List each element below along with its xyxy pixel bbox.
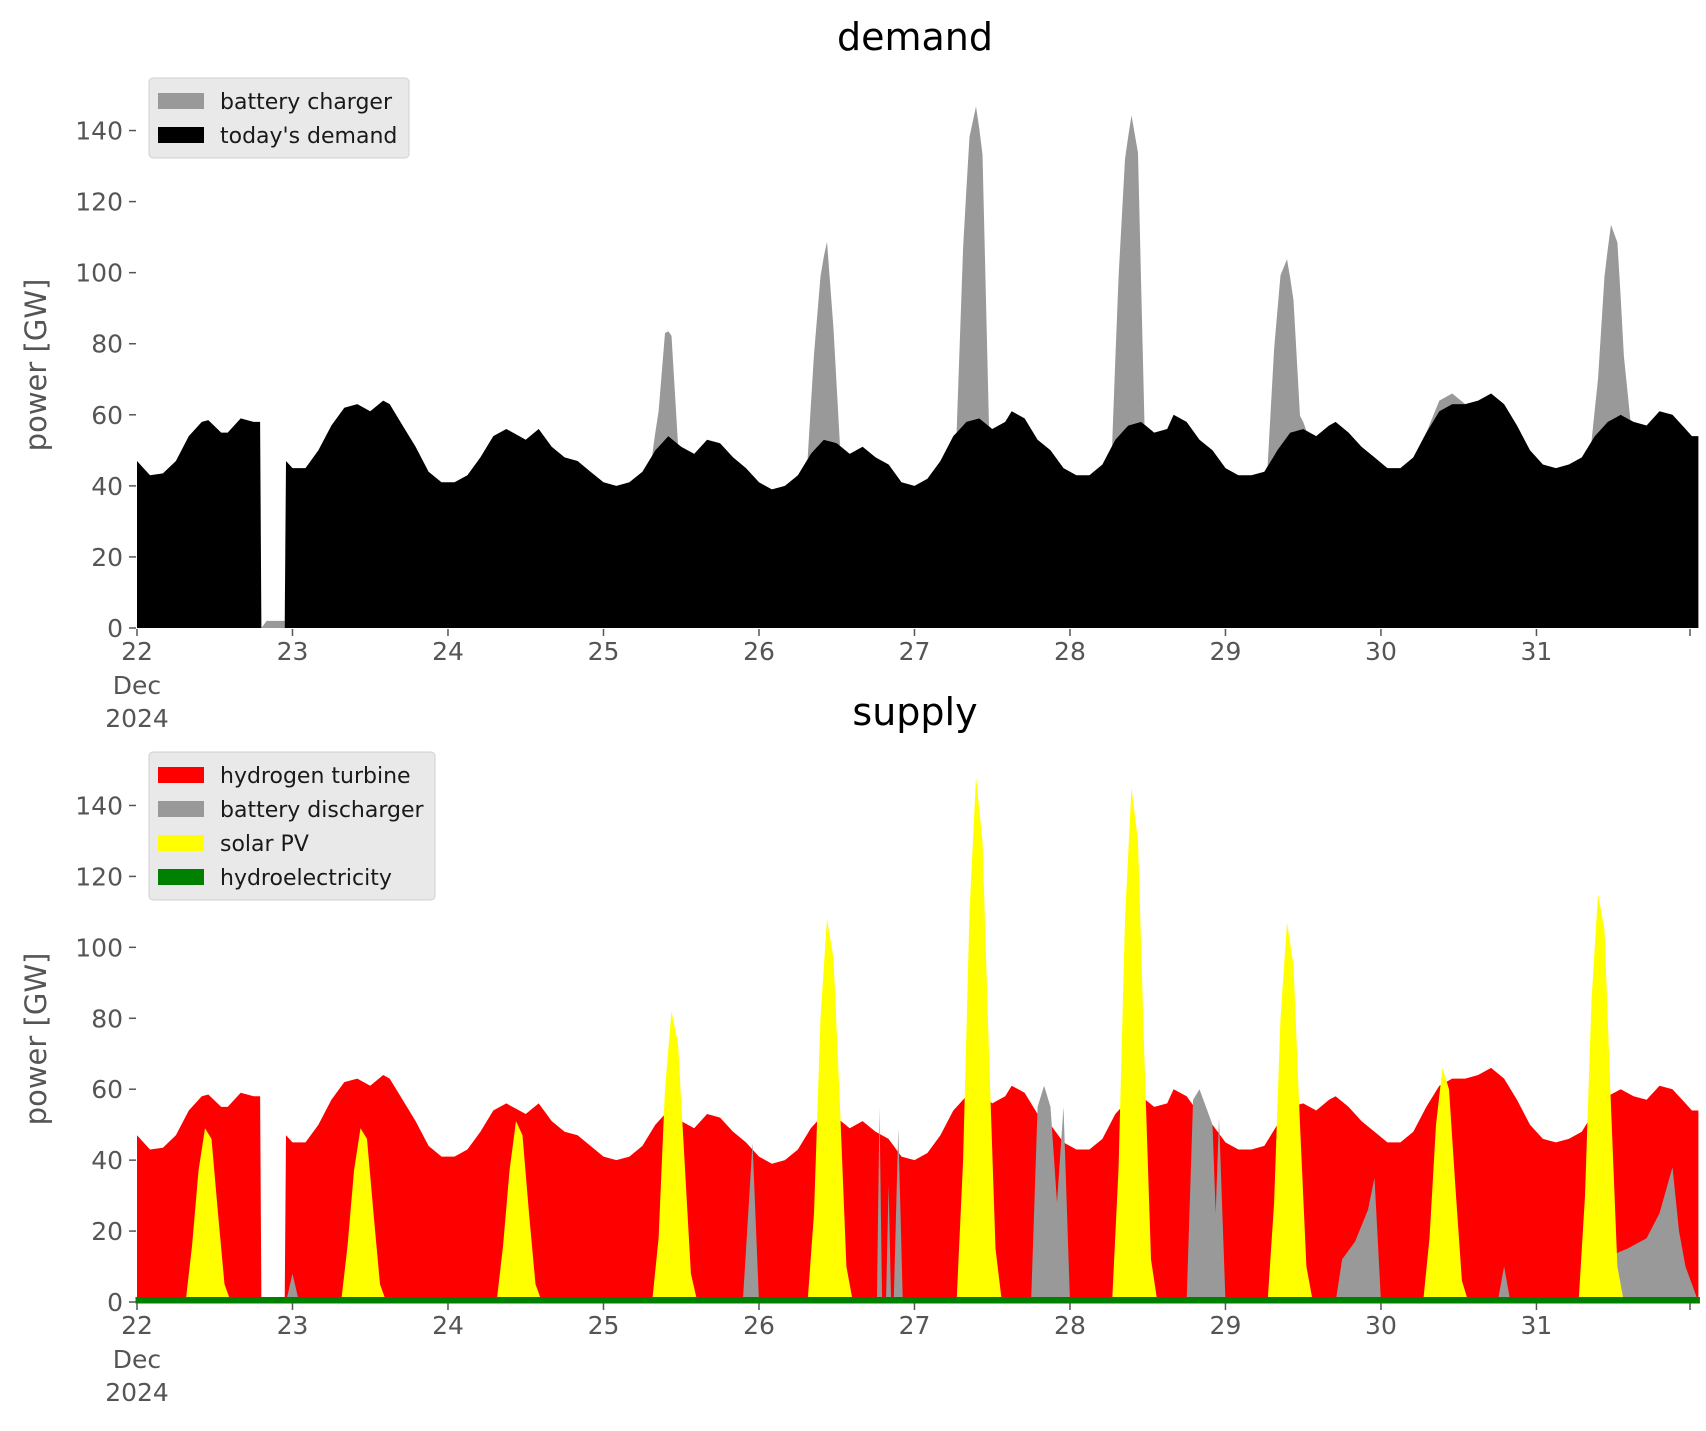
series-area-battery-discharger [137, 1085, 1699, 1302]
legend-label-battery-charger: battery charger [220, 90, 393, 115]
supply-chart: supply power [GW] 0 20 40 60 80 100 120 140 22 De… [19, 690, 1700, 1407]
y-tick-label: 0 [107, 614, 123, 643]
legend-swatch-battery-discharger [158, 801, 204, 817]
y-tick-label: 40 [91, 472, 123, 501]
legend-swatch-hydrogen-turbine [158, 767, 204, 783]
demand-chart-title: demand [837, 15, 993, 59]
y-tick-label: 140 [75, 117, 123, 146]
supply-chart-title: supply [852, 690, 977, 734]
y-tick-label: 20 [91, 1217, 123, 1246]
x-tick-label: 23 [277, 637, 309, 666]
legend-swatch-today-s-demand [158, 127, 204, 143]
y-tick-label: 60 [91, 401, 123, 430]
x-tick-label: 22 [121, 1311, 153, 1340]
legend-label-today-s-demand: today's demand [220, 124, 397, 149]
x-tick-sublabel: 2024 [105, 1378, 169, 1407]
legend-box [148, 77, 410, 159]
x-tick-label: 26 [743, 1311, 775, 1340]
y-tick-label: 100 [75, 259, 123, 288]
y-tick-label: 80 [91, 1004, 123, 1033]
y-tick-label: 80 [91, 330, 123, 359]
x-tick-label: 27 [899, 1311, 931, 1340]
legend-swatch-hydroelectricity [158, 869, 204, 885]
x-tick-label: 31 [1521, 1311, 1553, 1340]
x-tick-label: 28 [1054, 1311, 1086, 1340]
legend-swatch-solar-pv [158, 835, 204, 851]
x-tick-label: 23 [277, 1311, 309, 1340]
y-tick-label: 120 [75, 188, 123, 217]
series-area-hydroelectricity [135, 1297, 1700, 1304]
x-tick-label: 24 [432, 637, 464, 666]
x-tick-label: 29 [1210, 637, 1242, 666]
x-tick-label: 28 [1054, 637, 1086, 666]
legend-box [148, 751, 436, 901]
x-tick-sublabel: 2024 [105, 704, 169, 733]
demand-legend: battery charger today's demand [148, 77, 410, 159]
supply-axes: 0 20 40 60 80 100 120 140 22 Dec 2024 23 24 25 26 27 28 2… [75, 791, 1691, 1407]
supply-legend: hydrogen turbine battery discharger solar … [148, 751, 436, 901]
legend-label-solar-pv: solar PV [220, 832, 309, 857]
x-tick-label: 24 [432, 1311, 464, 1340]
legend-label-hydrogen-turbine: hydrogen turbine [220, 764, 411, 789]
legend-label-hydroelectricity: hydroelectricity [220, 866, 392, 891]
y-tick-label: 40 [91, 1146, 123, 1175]
x-tick-label: 31 [1521, 637, 1553, 666]
demand-chart: demand power [GW] 0 20 40 60 80 100 120 140 22 De… [19, 15, 1699, 733]
x-tick-label: 29 [1210, 1311, 1242, 1340]
y-tick-label: 20 [91, 543, 123, 572]
y-tick-label: 60 [91, 1075, 123, 1104]
demand-areas [137, 106, 1699, 628]
demand-axes: 0 20 40 60 80 100 120 140 22 Dec 2024 23 24 25 26 27 28 2… [75, 117, 1691, 733]
x-tick-label: 25 [588, 1311, 620, 1340]
y-tick-label: 0 [107, 1288, 123, 1317]
supply-y-axis-label: power [GW] [19, 953, 53, 1126]
y-tick-label: 100 [75, 933, 123, 962]
series-area-today-s-demand [137, 393, 1699, 628]
y-tick-label: 120 [75, 862, 123, 891]
x-tick-label: 22 [121, 637, 153, 666]
x-tick-label: 26 [743, 637, 775, 666]
x-tick-label: 25 [588, 637, 620, 666]
y-tick-label: 140 [75, 791, 123, 820]
supply-areas [135, 777, 1700, 1304]
legend-label-battery-discharger: battery discharger [220, 798, 425, 823]
demand-y-axis-label: power [GW] [19, 279, 53, 452]
x-tick-label: 27 [899, 637, 931, 666]
x-tick-label: 30 [1365, 637, 1397, 666]
x-tick-label: 30 [1365, 1311, 1397, 1340]
x-tick-sublabel: Dec [113, 1345, 161, 1374]
legend-swatch-battery-charger [158, 93, 204, 109]
x-tick-sublabel: Dec [113, 671, 161, 700]
